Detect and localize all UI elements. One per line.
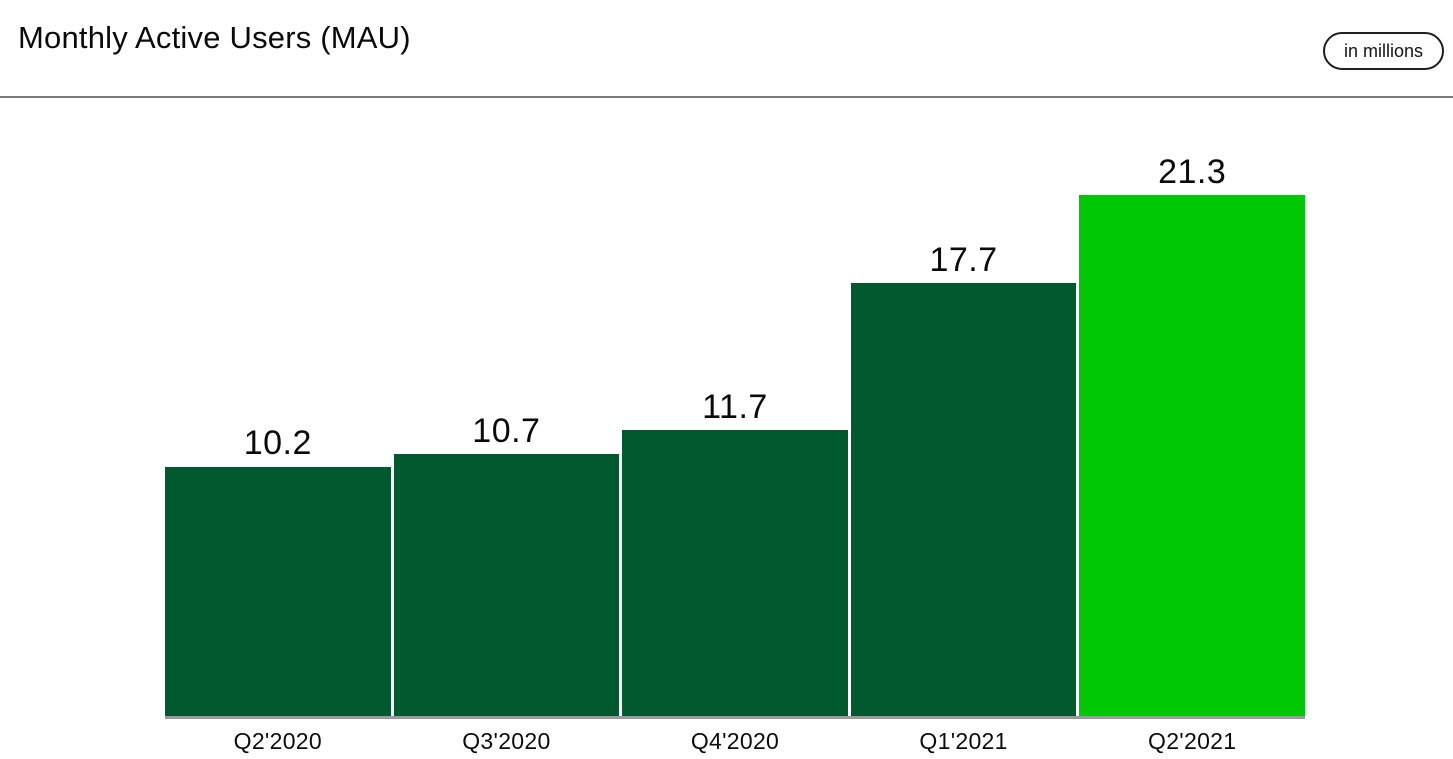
bar-slot-Q1'2021: 17.7 xyxy=(850,130,1077,716)
bars-area: 10.2 10.7 11.7 17.7 21.3 xyxy=(165,130,1305,716)
bar-Q1'2021 xyxy=(850,283,1077,716)
bar-slot-Q2'2021: 21.3 xyxy=(1079,130,1305,716)
bar-slot-Q2'2020: 10.2 xyxy=(165,130,391,716)
bar-value-label: 11.7 xyxy=(702,387,768,426)
bar-Q2'2021 xyxy=(1079,195,1305,716)
units-badge-label: in millions xyxy=(1343,40,1424,61)
x-axis-labels: Q2'2020 Q3'2020 Q4'2020 Q1'2021 Q2'2021 xyxy=(165,728,1305,755)
bar-Q3'2020 xyxy=(393,454,620,716)
x-axis-label: Q1'2021 xyxy=(919,728,1008,754)
bar-value-label: 10.2 xyxy=(243,424,312,463)
bar-value-label: 17.7 xyxy=(929,240,998,279)
x-axis-label: Q2'2021 xyxy=(1148,728,1237,754)
bar-slot-Q4'2020: 11.7 xyxy=(622,130,848,716)
chart-baseline xyxy=(165,716,1305,719)
x-axis-label: Q4'2020 xyxy=(690,728,780,754)
x-axis-label: Q3'2020 xyxy=(462,728,551,754)
bar-value-label: 10.7 xyxy=(472,412,541,451)
page-title: Monthly Active Users (MAU) xyxy=(18,20,411,55)
units-badge: in millions xyxy=(1323,32,1444,70)
header-divider xyxy=(0,96,1453,98)
bar-value-label: 21.3 xyxy=(1158,152,1227,191)
bar-slot-Q3'2020: 10.7 xyxy=(393,130,620,716)
bar-Q2'2020 xyxy=(165,466,391,716)
bar-Q4'2020 xyxy=(622,429,848,716)
x-axis-label: Q2'2020 xyxy=(233,728,322,754)
